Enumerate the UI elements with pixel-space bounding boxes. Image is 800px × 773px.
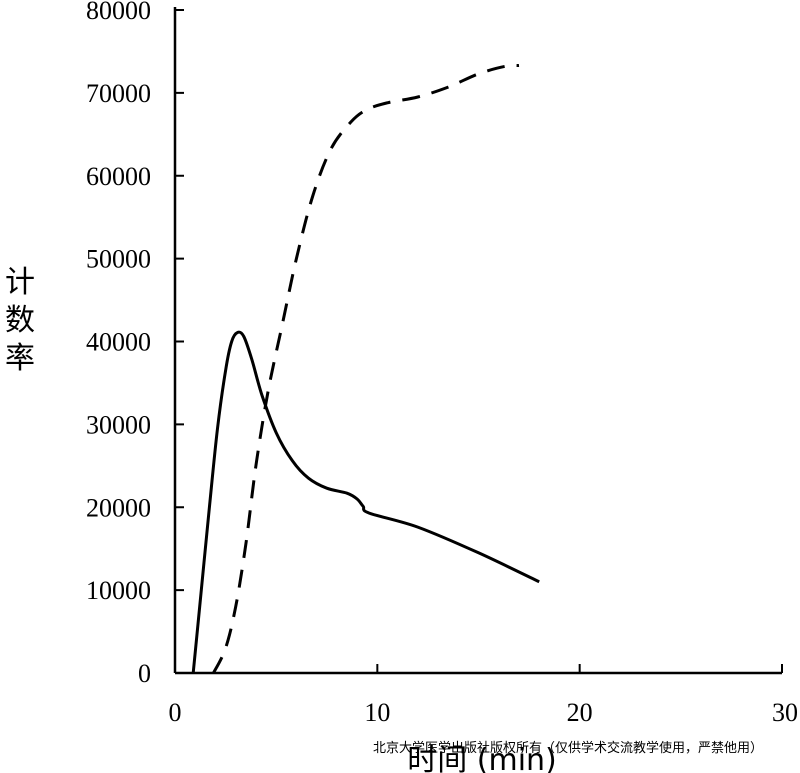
series-layer [191,64,540,674]
copyright-watermark: 北京大学医学出版社版权所有（仅供学术交流教学使用，严禁他用） [373,740,763,756]
y-tick-label: 10000 [86,576,151,605]
y-tick-label: 70000 [86,79,151,108]
x-tick-label: 10 [364,698,390,727]
y-tick-label: 60000 [86,162,151,191]
axes [173,7,782,675]
x-tick-label: 0 [169,698,182,727]
series-line-solid [191,330,540,674]
y-axis-title: 计数率 [5,265,35,376]
y-tick-label: 0 [138,659,151,688]
y-tick-label: 80000 [86,0,151,25]
x-tick-label: 20 [567,698,593,727]
y-axis-ticks: 0 10000 20000 30000 40000 50000 60000 70000 8000… [86,0,184,688]
series-line-dashed [212,64,520,674]
y-tick-label: 30000 [86,410,151,439]
y-tick-label: 40000 [86,328,151,357]
x-axis-ticks: 0 10 20 30 [169,664,798,727]
x-tick-label: 30 [772,698,798,727]
x-axis-title: 时间 (min) [407,743,557,773]
y-tick-label: 20000 [86,493,151,522]
y-tick-label: 50000 [86,245,151,274]
